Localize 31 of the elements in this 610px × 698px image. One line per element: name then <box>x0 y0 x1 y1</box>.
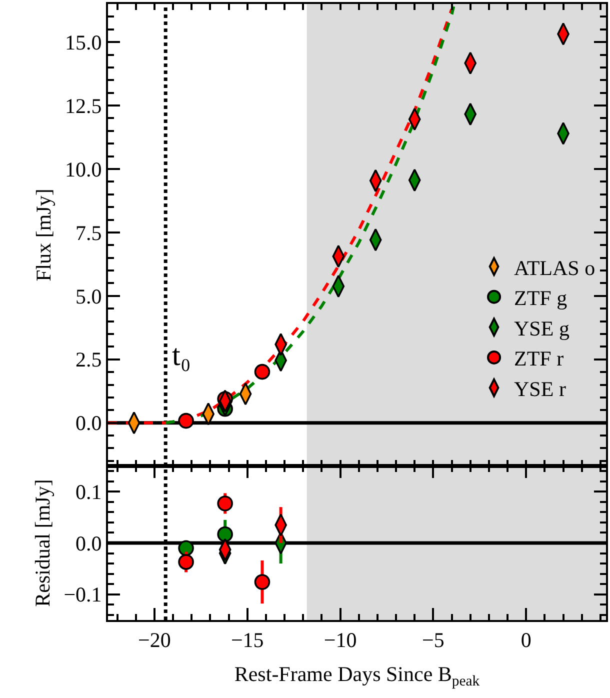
legend-label: ZTF r <box>514 346 564 371</box>
y-tick-label: 15.0 <box>65 30 102 54</box>
point <box>178 540 194 556</box>
x-tick-label: −20 <box>138 628 171 652</box>
y-tick-label: 0.0 <box>76 531 102 556</box>
y-tick-label: 12.5 <box>65 94 102 118</box>
x-axis-title: Rest-Frame Days Since B$_{peak}$ <box>234 662 480 690</box>
y-tick-label: 0.1 <box>76 480 102 504</box>
y-tick-label: 10.0 <box>65 157 102 182</box>
legend-label: ATLAS o <box>514 256 596 280</box>
y-axis-title: Flux [mJy] <box>32 188 56 282</box>
legend-label: YSE r <box>514 376 566 401</box>
legend-label: YSE g <box>514 316 570 340</box>
y-tick-label: 7.5 <box>76 220 102 245</box>
point <box>178 412 194 429</box>
y-tick-label: 5.0 <box>76 284 102 308</box>
point <box>254 364 270 380</box>
y-tick-label: 0.0 <box>76 411 102 436</box>
y-axis-title: Residual [mJy] <box>30 479 54 607</box>
x-tick-label: −15 <box>230 628 264 652</box>
point <box>254 574 270 590</box>
ref-line-label: t₀ <box>172 339 191 372</box>
x-tick-label: −10 <box>324 628 357 652</box>
y-tick-label: 2.5 <box>76 348 102 372</box>
legend-label: ZTF g <box>514 286 568 310</box>
point <box>217 526 233 542</box>
point <box>178 554 194 570</box>
point <box>217 496 233 512</box>
y-tick-label: −0.1 <box>64 582 102 607</box>
x-tick-label: −5 <box>422 628 444 652</box>
x-tick-label: 0 <box>520 628 532 652</box>
